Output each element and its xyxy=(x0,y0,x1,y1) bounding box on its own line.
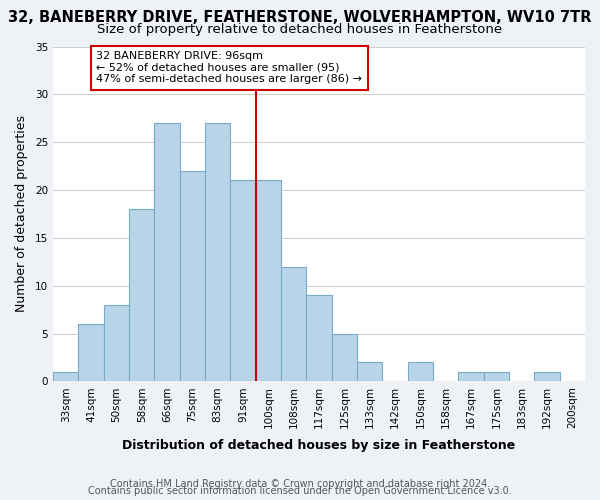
Bar xyxy=(484,372,509,382)
Bar xyxy=(256,180,281,382)
Text: 32, BANEBERRY DRIVE, FEATHERSTONE, WOLVERHAMPTON, WV10 7TR: 32, BANEBERRY DRIVE, FEATHERSTONE, WOLVE… xyxy=(8,10,592,25)
Bar xyxy=(535,372,560,382)
Bar xyxy=(357,362,382,382)
Text: Contains HM Land Registry data © Crown copyright and database right 2024.: Contains HM Land Registry data © Crown c… xyxy=(110,479,490,489)
Bar xyxy=(281,266,307,382)
Text: Size of property relative to detached houses in Featherstone: Size of property relative to detached ho… xyxy=(97,22,503,36)
Bar xyxy=(230,180,256,382)
Bar xyxy=(154,123,180,382)
Bar xyxy=(104,305,129,382)
Bar xyxy=(458,372,484,382)
Text: 32 BANEBERRY DRIVE: 96sqm
← 52% of detached houses are smaller (95)
47% of semi-: 32 BANEBERRY DRIVE: 96sqm ← 52% of detac… xyxy=(96,52,362,84)
X-axis label: Distribution of detached houses by size in Featherstone: Distribution of detached houses by size … xyxy=(122,440,515,452)
Bar xyxy=(407,362,433,382)
Bar xyxy=(79,324,104,382)
Bar xyxy=(180,171,205,382)
Bar xyxy=(53,372,79,382)
Y-axis label: Number of detached properties: Number of detached properties xyxy=(15,116,28,312)
Bar xyxy=(205,123,230,382)
Text: Contains public sector information licensed under the Open Government Licence v3: Contains public sector information licen… xyxy=(88,486,512,496)
Bar xyxy=(129,209,154,382)
Bar xyxy=(307,296,332,382)
Bar xyxy=(332,334,357,382)
